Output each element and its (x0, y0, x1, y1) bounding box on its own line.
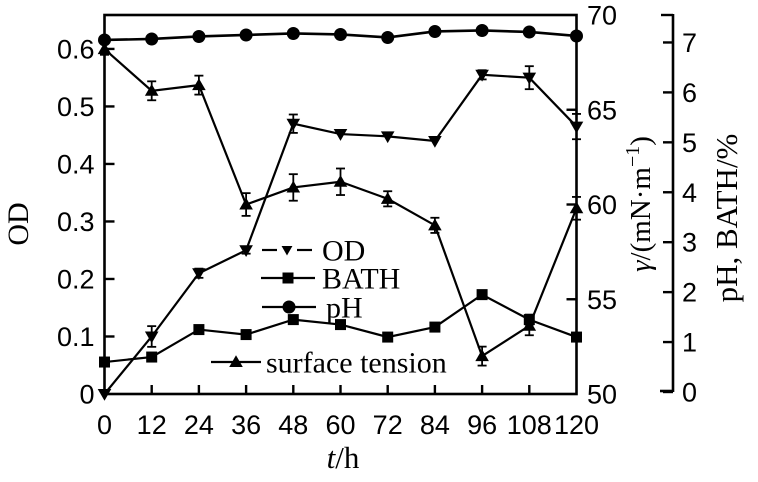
ph-bath-tick-label: 7 (682, 28, 697, 58)
bath-marker (571, 331, 582, 343)
surface-tension-marker (97, 42, 112, 55)
ph-bath-tick-label: 1 (682, 328, 697, 358)
time-tick-label: 0 (97, 410, 112, 440)
axis-titles: OD t/h γ/(mN·m−1) pH, BATH/% (2, 134, 744, 475)
ph-marker (381, 30, 395, 44)
series-surface-tension (97, 42, 584, 367)
y-axis-label-gamma: γ/(mN·m−1) (622, 136, 657, 272)
surface-tension-marker (380, 192, 395, 204)
legend-item-od: OD (262, 235, 365, 268)
time-tick-label: 120 (554, 410, 599, 440)
time-tick-label: 48 (278, 410, 308, 440)
bath-marker (240, 329, 252, 341)
time-tick-label: 24 (184, 410, 214, 440)
axes: 0 0.1 0.2 0.3 0.4 0.5 0.6 0 12 24 36 48 60 72 84 96 108 1… (57, 1, 617, 441)
ph-bath-tick-label: 3 (682, 228, 697, 258)
gamma-tick-label: 65 (587, 95, 617, 125)
ph-marker (570, 29, 583, 43)
od-tick-label: 0.2 (57, 264, 95, 294)
legend-label-od: OD (322, 235, 365, 268)
bath-marker (99, 356, 110, 368)
bath-marker (382, 331, 394, 343)
ph-marker (145, 32, 159, 46)
surface-tension-marker (522, 318, 537, 331)
legend-label-surface-tension: surface tension (266, 347, 447, 380)
surface-tension-marker (475, 349, 489, 362)
od-tick-label: 0.4 (57, 149, 95, 179)
legend-bath-marker (282, 272, 294, 284)
od-tick-label: 0 (79, 380, 94, 410)
ph-bath-tick-label: 5 (682, 128, 697, 158)
bath-marker (476, 289, 488, 301)
legend-ph-marker (282, 300, 296, 314)
bath-marker (335, 319, 346, 331)
od-marker (239, 245, 253, 258)
time-tick-label: 84 (420, 410, 450, 440)
legend-item-bath: BATH (261, 263, 400, 296)
od-tick-label: 0.1 (57, 322, 95, 352)
time-tick-label: 12 (137, 410, 167, 440)
ph-bath-axis: 0 1 2 3 4 5 6 7 (660, 13, 697, 408)
time-tick-label: 96 (467, 410, 497, 440)
time-tick-label: 60 (325, 410, 355, 440)
time-tick-label: 36 (231, 410, 261, 440)
od-marker (286, 118, 301, 131)
gamma-tick-label: 50 (587, 380, 617, 410)
ph-marker (239, 28, 253, 42)
od-tick-label: 0.3 (57, 207, 95, 237)
legend-label-bath: BATH (322, 263, 400, 296)
ph-marker (475, 23, 489, 37)
x-axis-label: t/h (327, 440, 360, 475)
od-marker (380, 131, 395, 144)
legend-surface-tension-marker (229, 355, 243, 367)
legend-item-ph: pH (262, 292, 363, 325)
od-marker (475, 69, 489, 82)
surface-tension-marker (239, 197, 253, 210)
od-marker (97, 389, 112, 401)
legend-od-marker (281, 246, 293, 256)
series-od (97, 65, 584, 401)
legend-item-surface-tension: surface tension (211, 347, 447, 380)
y-axis-label-ph-bath: pH, BATH/% (709, 134, 744, 303)
od-marker (428, 135, 442, 148)
time-tick-label: 108 (507, 410, 552, 440)
y-axis-label-od: OD (2, 202, 35, 245)
surface-tension-marker (333, 174, 348, 187)
ph-marker (334, 27, 347, 41)
bath-marker (193, 324, 205, 336)
ph-marker (428, 24, 442, 38)
ph-bath-tick-label: 6 (682, 78, 697, 108)
ph-marker (522, 25, 536, 39)
plot-border (103, 13, 578, 396)
ph-bath-tick-label: 2 (682, 278, 697, 308)
ph-bath-tick-label: 0 (682, 378, 697, 408)
od-marker (333, 129, 348, 141)
od-marker (144, 331, 159, 344)
od-tick-label: 0.6 (57, 34, 95, 64)
surface-tension-marker (144, 84, 159, 96)
od-marker (192, 268, 206, 281)
surface-tension-marker (286, 180, 301, 193)
series-ph (98, 23, 583, 47)
ph-bath-tick-label: 4 (682, 178, 697, 208)
surface-tension-marker (192, 78, 206, 91)
bath-marker (429, 321, 441, 333)
gamma-tick-label: 60 (587, 190, 617, 220)
gamma-tick-label: 70 (587, 1, 617, 31)
bath-marker (146, 351, 158, 363)
legend-label-ph: pH (326, 292, 363, 325)
time-tick-label: 72 (373, 410, 403, 440)
ph-marker (286, 26, 300, 40)
gamma-tick-label: 55 (587, 285, 617, 315)
od-marker (522, 72, 537, 85)
surface-tension-marker (569, 201, 584, 214)
surface-tension-marker (428, 218, 442, 231)
od-marker (569, 121, 584, 134)
ph-marker (192, 29, 206, 43)
od-tick-label: 0.5 (57, 92, 95, 122)
bath-marker (287, 314, 299, 326)
